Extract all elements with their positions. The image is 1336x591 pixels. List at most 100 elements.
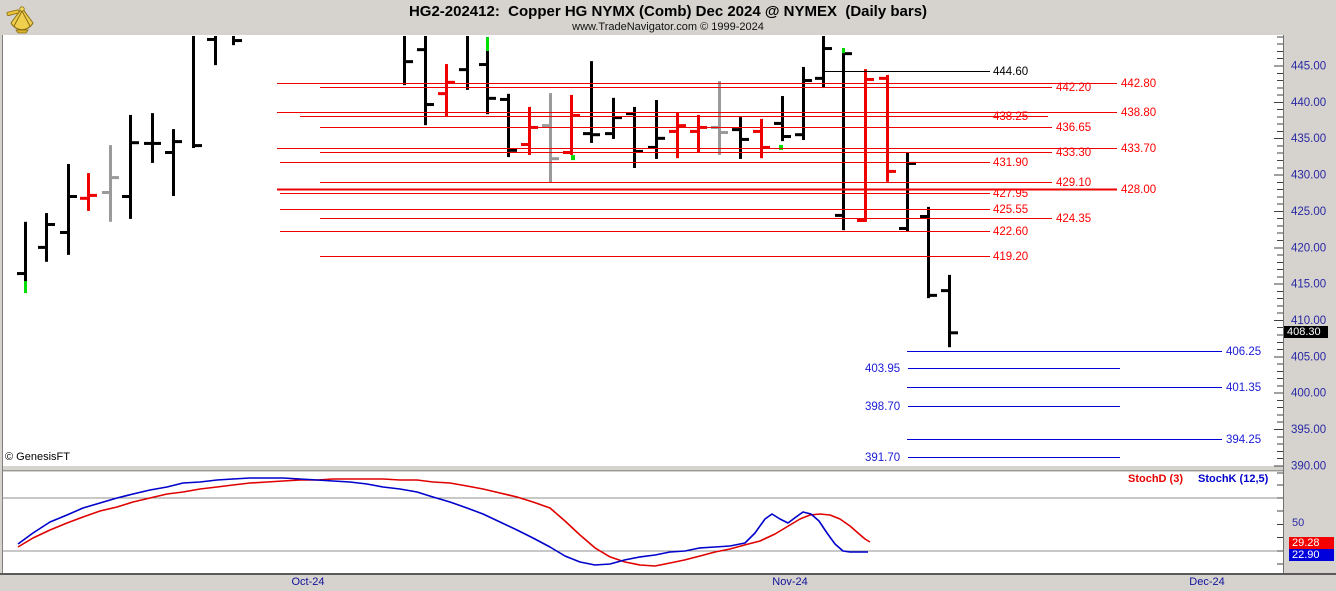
ohlc-bar (192, 36, 195, 149)
chart-title: HG2-202412: Copper HG NYMX (Comb) Dec 20… (408, 3, 928, 20)
close-tick (803, 79, 812, 83)
close-tick (88, 193, 97, 197)
close-tick (761, 145, 770, 149)
close-tick (907, 161, 916, 165)
stochk-legend-label[interactable]: StochK (12,5) (1198, 473, 1269, 485)
ohlc-bar (466, 36, 469, 90)
price-bars (17, 36, 958, 348)
stochastic-panel[interactable] (3, 472, 1283, 573)
ohlc-bar (87, 173, 90, 211)
close-tick (508, 148, 517, 152)
open-tick (605, 132, 614, 136)
ohlc-bar (549, 93, 552, 183)
support-resistance-lines (277, 71, 1222, 458)
open-tick (774, 121, 783, 125)
month-label: Nov-24 (772, 576, 808, 588)
close-tick (110, 176, 119, 180)
close-tick (425, 103, 434, 107)
bar-green-segment (842, 48, 845, 54)
bar-green-segment (24, 281, 27, 294)
open-tick (753, 129, 762, 133)
ohlc-bar (802, 66, 805, 141)
open-tick (122, 194, 131, 198)
month-label: Oct-24 (291, 576, 325, 588)
time-axis-line (0, 573, 1336, 575)
ohlc-bar (445, 64, 448, 117)
price-axis-label: 420.00 (1291, 242, 1326, 254)
price-axis-label: 415.00 (1291, 279, 1326, 291)
open-tick (815, 76, 824, 80)
close-tick (613, 116, 622, 120)
price-level-label: 403.95 (865, 363, 900, 375)
month-label: Dec-24 (1189, 576, 1225, 588)
open-tick (144, 141, 153, 145)
close-tick (782, 135, 791, 139)
genesisft-copyright: © GenesisFT (5, 451, 70, 463)
price-level-label: 438.80 (1121, 107, 1156, 119)
open-tick (521, 143, 530, 147)
sextant-icon (6, 6, 34, 34)
stochd-legend-label[interactable]: StochD (3) (1128, 473, 1183, 485)
price-level-label: 427.95 (993, 188, 1028, 200)
ohlc-bar (528, 106, 531, 155)
close-tick (865, 77, 874, 81)
open-tick (899, 226, 908, 230)
ohlc-bar (67, 164, 70, 255)
open-tick (920, 214, 929, 218)
price-level-label: 442.80 (1121, 78, 1156, 90)
open-tick (459, 68, 468, 72)
ohlc-bar (486, 37, 489, 115)
close-tick (719, 131, 728, 135)
close-tick (487, 96, 496, 100)
close-tick (68, 194, 77, 198)
last-price-badge: 408.30 (1284, 326, 1328, 338)
open-tick (17, 272, 26, 276)
price-level-label: 433.30 (1056, 147, 1091, 159)
chart-subtitle: www.TradeNavigator.com © 1999-2024 (572, 21, 764, 33)
ohlc-bar (507, 93, 510, 158)
close-tick (843, 52, 852, 56)
open-tick (60, 230, 69, 234)
ohlc-bar (590, 61, 593, 143)
open-tick (165, 151, 174, 155)
open-tick (479, 63, 488, 67)
open-tick (626, 112, 635, 116)
price-level-label: 424.35 (1056, 213, 1091, 225)
stoch-legend: StochD (3) StochK (12,5) (1128, 473, 1268, 485)
close-tick (233, 39, 242, 43)
close-tick (550, 157, 559, 161)
ohlc-bar (24, 221, 27, 294)
level-labels: 444.60 442.80 442.20 438.80 438.25 436.65 433.… (865, 66, 1261, 464)
ohlc-bar (864, 69, 867, 222)
price-level-label: 401.35 (1226, 382, 1261, 394)
open-tick (102, 190, 111, 194)
open-tick (690, 129, 699, 133)
green-signal-marker (779, 144, 783, 150)
price-axis-label: 430.00 (1291, 170, 1326, 182)
close-tick (173, 140, 182, 144)
close-tick (928, 293, 937, 297)
price-level-label: 429.10 (1056, 177, 1091, 189)
close-tick (823, 47, 832, 51)
stochk-line (17, 477, 868, 566)
open-tick (879, 76, 888, 80)
open-tick (732, 128, 741, 132)
ohlc-bar (927, 206, 930, 299)
open-tick (500, 97, 509, 101)
price-level-label: 391.70 (865, 452, 900, 464)
price-level-label: 425.55 (993, 204, 1028, 216)
price-axis-label: 405.00 (1291, 351, 1326, 363)
close-tick (404, 60, 413, 64)
close-tick (949, 331, 958, 335)
price-panel[interactable] (3, 35, 1283, 466)
ohlc-bar (842, 48, 845, 231)
price-axis-ticks-labels: 445.00 440.00 435.00 430.00 425.00 420.00 415.… (1274, 36, 1326, 474)
stoch-50-level-label: 50 (1292, 517, 1305, 529)
price-axis-label: 410.00 (1291, 315, 1326, 327)
open-tick (835, 213, 844, 217)
price-level-label: 436.65 (1056, 122, 1091, 134)
open-tick (648, 145, 657, 149)
close-tick (130, 141, 139, 145)
ohlc-bar (906, 152, 909, 232)
